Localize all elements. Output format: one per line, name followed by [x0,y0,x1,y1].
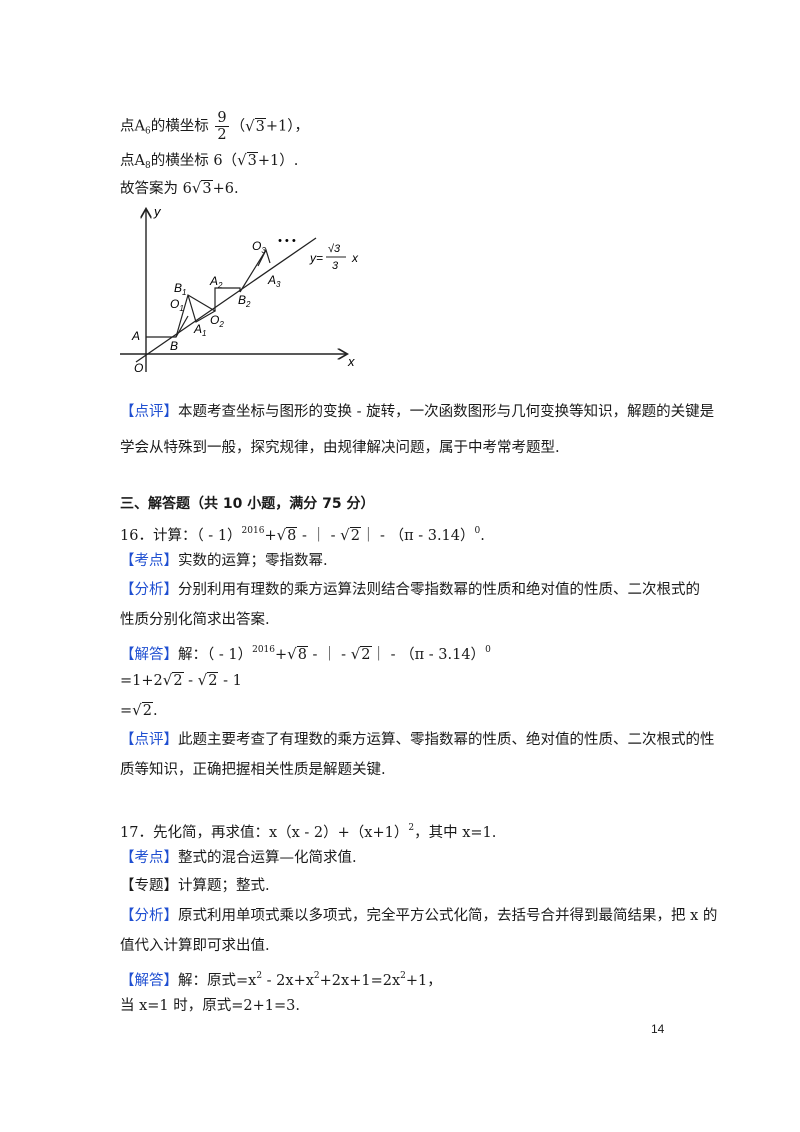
line-a8: 点A8的横坐标 6（√3+1）. [120,151,299,171]
segment-o3 [239,248,271,293]
review-2-cont: 质等知识，正确把握相关性质是解题关键. [120,762,386,778]
segment-a2 [214,287,241,311]
label-o2: O2 [210,313,224,329]
line-function [135,237,317,363]
label-x: x [347,354,355,369]
label-y: y [153,204,162,219]
label-o3: O3 [252,239,266,255]
label-o: O [134,361,143,375]
kaodian-17: 【考点】整式的混合运算—化简求值. [120,850,357,866]
equation-y: y= [309,251,323,265]
equation-x: x [351,251,359,265]
line-a6: 点A6的横坐标 9 2 （√3+1）， [120,110,309,143]
fenxi-16: 【分析】分别利用有理数的乘方运算法则结合零指数幂的性质和绝对值的性质、二次根式的 [120,582,700,598]
label-dots: • • • [278,235,296,247]
review-1-cont: 学会从特殊到一般，探究规律，由规律解决问题，属于中考常考题型. [120,440,560,456]
label-a3: A3 [267,273,281,289]
fenxi-17: 【分析】原式利用单项式乘以多项式，完全平方公式化简，去括号合并得到最简结果，把 … [120,908,718,924]
zhuanti-17: 【专题】计算题；整式. [120,878,270,894]
step-1: =1+2√2 - √2 - 1 [120,671,242,689]
question-16: 16．计算：（ - 1）2016+√8 - ｜ - √2｜ - （π - 3.1… [120,526,485,544]
label-b1: B1 [174,281,186,297]
label-a: A [131,329,140,343]
fenxi-16-cont: 性质分别化简求出答案. [120,612,270,628]
page-number: 14 [651,1022,665,1036]
equation-num: √3 [328,243,341,255]
label-a1: A1 [193,322,206,338]
label-b2: B2 [238,293,251,309]
final-17: 当 x=1 时，原式=2+1=3. [120,998,301,1014]
jieda-17: 【解答】解：原式=x2 - 2x+x2+2x+1=2x2+1， [120,971,442,989]
jieda-16: 【解答】解：（ - 1）2016+√8 - ｜ - √2｜ - （π - 3.1… [120,645,491,663]
label-o1: O1 [170,297,184,313]
sqrt-3: √3 [245,116,266,135]
step-2: =√2. [120,701,158,719]
label-b: B [170,339,178,353]
equation-den: 3 [332,260,339,272]
review-1: 【点评】本题考查坐标与图形的变换 - 旋转，一次函数图形与几何变换等知识，解题的… [120,404,715,420]
review-2: 【点评】此题主要考查了有理数的乘方运算、零指数幂的性质、绝对值的性质、二次根式的… [120,732,715,748]
label-a2: A2 [209,274,223,290]
section-title: 三、解答题（共 10 小题，满分 75 分） [120,496,375,512]
triangle-1 [146,315,189,338]
fenxi-17-cont: 值代入计算即可求出值. [120,938,270,954]
line-answer: 故答案为 6√3+6. [120,179,239,197]
kaodian-16: 【考点】实数的运算；零指数幂. [120,553,328,569]
geometry-figure: y x O A B B1 O1 A1 A2 O2 B2 O3 A3 • • • … [120,204,359,375]
question-17: 17．先化简，再求值：x（x - 2）+（x+1）2，其中 x=1. [120,823,497,841]
